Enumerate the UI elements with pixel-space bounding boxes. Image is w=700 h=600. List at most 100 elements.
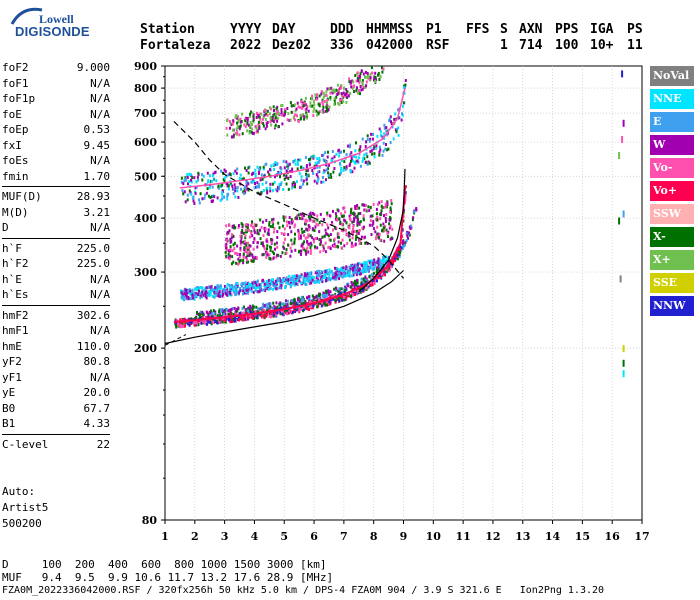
e-band-point bbox=[235, 291, 238, 295]
x-trace-1-point bbox=[249, 304, 252, 308]
e-band-point bbox=[263, 282, 266, 286]
o-trace-2-point bbox=[220, 169, 223, 173]
o-trace-3-point bbox=[337, 101, 340, 105]
w-band-point bbox=[322, 249, 325, 252]
w-band-point bbox=[334, 245, 337, 249]
o-trace-2-point bbox=[244, 166, 246, 170]
w-band-point bbox=[228, 229, 231, 233]
o-trace-2-point bbox=[287, 166, 290, 170]
param-row: fxI 9.45 bbox=[2, 138, 110, 154]
o-trace-1-point bbox=[393, 259, 396, 263]
o-trace-2-point bbox=[294, 185, 296, 189]
w-band-point bbox=[247, 260, 249, 264]
x-trace-1-point bbox=[214, 310, 217, 314]
o-trace-1-point bbox=[283, 306, 286, 309]
o-trace-3-point bbox=[359, 74, 361, 78]
o-trace-3-point bbox=[329, 97, 332, 101]
o-trace-3-point bbox=[236, 130, 239, 134]
e-band-point bbox=[250, 286, 253, 290]
o-trace-2-point bbox=[253, 179, 256, 183]
o-trace-2-point bbox=[277, 170, 280, 174]
o-trace-1-point bbox=[398, 247, 400, 251]
o-trace-1-point bbox=[208, 316, 211, 319]
w-band-point bbox=[348, 217, 351, 220]
w-band-point bbox=[335, 217, 337, 221]
o-trace-2-point bbox=[269, 182, 272, 186]
o-trace-1-point bbox=[234, 319, 236, 323]
e-band-point bbox=[357, 268, 360, 272]
o-trace-3-point bbox=[225, 126, 228, 130]
e-band-point bbox=[216, 284, 219, 288]
e-band-point bbox=[192, 296, 195, 300]
e-band-point bbox=[308, 272, 311, 276]
o-trace-2-point bbox=[217, 184, 220, 188]
w-band-point bbox=[228, 257, 231, 261]
o-trace-3-point bbox=[377, 73, 379, 77]
w-band-point bbox=[360, 235, 363, 239]
o-trace-3-point bbox=[251, 111, 254, 115]
param-key: foEp bbox=[2, 123, 29, 136]
o-trace-1-point bbox=[266, 312, 269, 316]
w-band-point bbox=[352, 211, 355, 215]
w-band-point bbox=[366, 242, 369, 245]
o-trace-1-point bbox=[356, 292, 359, 296]
e-band-point bbox=[335, 267, 338, 270]
w-band-point bbox=[319, 238, 322, 242]
param-value: 22 bbox=[96, 437, 110, 451]
w-band-point bbox=[294, 216, 297, 220]
w-band-point bbox=[249, 235, 252, 239]
x-trace-1-point bbox=[286, 305, 289, 309]
e-band-point bbox=[265, 282, 268, 286]
o-trace-2-line bbox=[179, 87, 406, 189]
o-trace-3-point bbox=[341, 94, 344, 98]
o-trace-1-point bbox=[175, 325, 178, 329]
w-band-point bbox=[270, 238, 272, 241]
param-separator bbox=[2, 186, 110, 187]
e-band-point bbox=[370, 264, 373, 268]
e-band-point bbox=[354, 267, 357, 271]
o-trace-2-point bbox=[292, 160, 295, 164]
o-trace-2-point bbox=[369, 145, 372, 149]
o-trace-2-point bbox=[210, 180, 213, 183]
w-band-point bbox=[332, 228, 334, 232]
o-trace-1-point bbox=[329, 298, 332, 302]
o-trace-2-point bbox=[253, 186, 256, 190]
x-trace-1-point bbox=[275, 301, 278, 305]
e-band-point bbox=[334, 266, 336, 270]
o-trace-2-point bbox=[254, 182, 256, 185]
e-band-point bbox=[370, 262, 373, 266]
e-band-point bbox=[198, 286, 201, 290]
w-band-point bbox=[343, 244, 346, 248]
x-trace-1-point bbox=[350, 280, 353, 284]
o-trace-1-point bbox=[177, 323, 180, 327]
w-band-point bbox=[268, 220, 271, 224]
o-trace-2-point bbox=[206, 187, 209, 191]
o-trace-1-point bbox=[194, 317, 197, 321]
o-trace-2-point bbox=[291, 186, 294, 190]
w-band-point bbox=[251, 253, 254, 257]
o-trace-3-point bbox=[250, 110, 252, 114]
w-band-point bbox=[376, 232, 379, 236]
o-trace-2-point bbox=[280, 181, 283, 185]
o-trace-2-point bbox=[269, 189, 272, 193]
o-trace-3-point bbox=[312, 114, 315, 117]
o-trace-2-point bbox=[307, 174, 310, 178]
o-trace-2-point bbox=[403, 85, 405, 89]
o-trace-2-point bbox=[305, 169, 308, 173]
o-trace-2-point bbox=[205, 191, 208, 195]
o-trace-3-point bbox=[266, 124, 268, 128]
file-info-row: FZA0M_2022336042000.RSF / 320fx256h 50 k… bbox=[2, 585, 605, 596]
e-band-point bbox=[189, 296, 192, 300]
o-trace-1-point bbox=[329, 302, 332, 306]
w-band-point bbox=[231, 249, 234, 253]
e-band-point bbox=[234, 283, 237, 287]
e-band-point bbox=[207, 286, 210, 289]
o-trace-2-point bbox=[299, 185, 302, 189]
w-band-point bbox=[379, 238, 382, 242]
w-band-point bbox=[345, 221, 348, 225]
o-trace-2-point bbox=[209, 195, 212, 199]
w-band-point bbox=[353, 217, 355, 221]
param-value: N/A bbox=[90, 154, 110, 167]
e-band-point bbox=[254, 281, 257, 285]
o-trace-2-point bbox=[190, 178, 192, 182]
